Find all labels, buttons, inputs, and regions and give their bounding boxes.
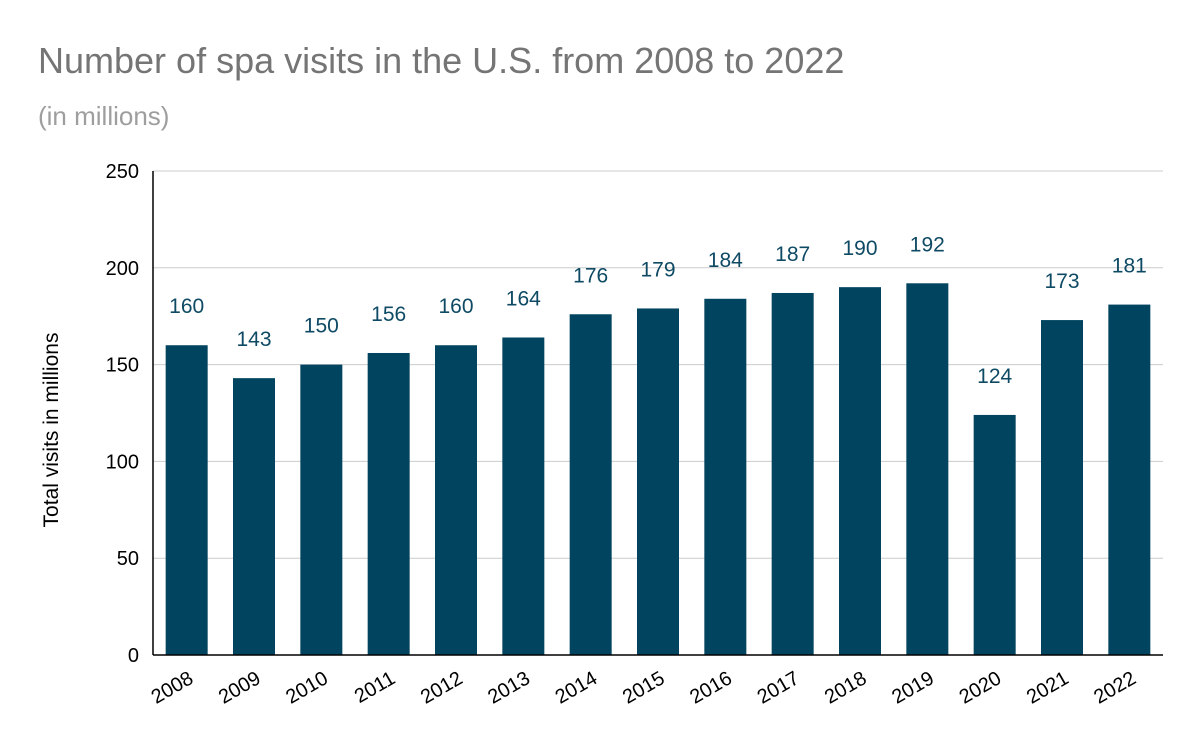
bar [1041, 320, 1083, 655]
data-label: 181 [1112, 255, 1147, 278]
bar [165, 345, 208, 655]
bar [300, 364, 343, 655]
bar [704, 298, 747, 655]
bar [367, 352, 410, 655]
data-label: 192 [910, 233, 945, 256]
x-tick-label: 2020 [956, 667, 1006, 708]
x-tick-label: 2022 [1090, 667, 1140, 708]
data-label: 160 [169, 295, 204, 318]
data-label: 143 [236, 328, 271, 351]
x-tick-label: 2014 [552, 667, 602, 708]
x-tick-label: 2010 [282, 667, 332, 708]
bar [839, 287, 881, 655]
data-label: 184 [708, 249, 743, 272]
x-tick-label: 2011 [351, 667, 399, 708]
data-label: 160 [438, 295, 473, 318]
chart-title: Number of spa visits in the U.S. from 20… [38, 40, 845, 81]
x-tick-label: 2019 [888, 667, 938, 708]
bars [165, 283, 1151, 655]
bar [233, 378, 275, 655]
y-tick-label: 0 [128, 645, 139, 667]
bar [973, 414, 1016, 655]
bar [771, 292, 814, 655]
data-label: 176 [573, 264, 608, 287]
data-label: 156 [371, 303, 406, 326]
bar [569, 314, 612, 655]
x-tick-label: 2013 [484, 667, 534, 708]
data-label: 164 [506, 287, 541, 310]
x-tick-label: 2015 [619, 667, 669, 708]
axes [152, 171, 1163, 656]
data-label: 179 [640, 258, 675, 281]
data-label: 150 [304, 315, 339, 338]
y-tick-labels: 0 50 100 150 200 250 [106, 161, 139, 667]
y-tick-label: 50 [117, 548, 139, 570]
x-tick-label: 2008 [148, 667, 198, 708]
bar [502, 337, 545, 655]
bar [1108, 304, 1151, 655]
data-labels: 160 143 150 156 160 164 176 179 184 187 190 192 124 1… [169, 233, 1147, 388]
bar [906, 283, 949, 655]
chart-subtitle: (in millions) [38, 101, 170, 131]
y-axis-label: Total visits in millions [40, 333, 63, 528]
data-label: 190 [842, 237, 877, 260]
data-label: 124 [977, 365, 1012, 388]
data-label: 187 [775, 243, 810, 266]
x-tick-label: 2021 [1023, 667, 1073, 708]
x-tick-label: 2017 [754, 667, 804, 708]
y-tick-label: 250 [106, 161, 139, 183]
x-tick-label: 2012 [417, 667, 467, 708]
bar [637, 308, 679, 655]
x-tick-label: 2009 [215, 667, 265, 708]
x-tick-label: 2016 [686, 667, 736, 708]
data-label: 173 [1044, 270, 1079, 293]
y-tick-label: 200 [106, 258, 139, 280]
x-tick-label: 2018 [821, 667, 871, 708]
y-tick-label: 100 [106, 451, 139, 473]
bar [435, 345, 477, 655]
x-tick-labels: 2008 2009 2010 2011 2012 2013 2014 2015 2016 2017… [148, 667, 1140, 708]
y-tick-label: 150 [106, 355, 139, 377]
